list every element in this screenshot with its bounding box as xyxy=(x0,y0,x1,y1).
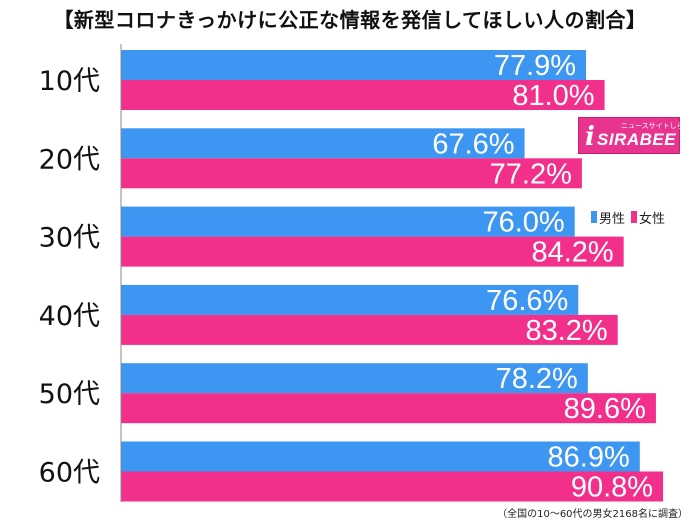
logo-brand: SIRABEE xyxy=(597,130,677,149)
bar-female xyxy=(121,158,582,189)
bar-male xyxy=(121,441,640,472)
bar-female xyxy=(121,314,618,345)
category-label: 10代 xyxy=(39,66,100,97)
category-label: 20代 xyxy=(39,144,100,175)
value-label: 89.6% xyxy=(564,393,646,425)
legend-male-label: 男性 xyxy=(599,211,626,227)
bar-female xyxy=(121,80,605,110)
logo-tagline: ニュースサイトしらべぇ xyxy=(621,122,698,130)
legend: 男性 女性 xyxy=(586,204,680,230)
bar-female xyxy=(121,236,624,267)
value-label: 67.6% xyxy=(432,128,514,160)
value-label: 76.6% xyxy=(486,285,568,317)
sirabee-logo: ニュースサイトしらべぇ i SIRABEE xyxy=(578,117,698,154)
footnote: （全国の10〜60代の男女2168名に調査） xyxy=(497,509,688,520)
bar-male xyxy=(121,50,587,80)
bar-male xyxy=(121,363,588,394)
bar-male xyxy=(121,284,579,315)
legend-female-label: 女性 xyxy=(639,211,666,227)
bar-female xyxy=(121,393,656,424)
category-label: 60代 xyxy=(39,458,100,489)
bar-female xyxy=(121,471,664,502)
category-label: 30代 xyxy=(39,223,100,254)
bar-male xyxy=(121,128,525,159)
value-label: 90.8% xyxy=(571,472,653,504)
legend-male-swatch xyxy=(591,211,597,223)
legend-female-swatch xyxy=(631,211,638,223)
value-label: 78.2% xyxy=(496,363,578,395)
value-label: 77.9% xyxy=(494,50,576,82)
bar-male xyxy=(121,206,575,237)
category-label: 50代 xyxy=(39,379,100,410)
value-label: 84.2% xyxy=(531,237,613,269)
value-label: 77.2% xyxy=(490,158,572,190)
category-label: 40代 xyxy=(39,301,100,332)
value-label: 76.0% xyxy=(482,207,564,239)
value-label: 86.9% xyxy=(548,442,630,474)
chart-title: 【新型コロナきっかけに公正な情報を発信してほしい人の割合】 xyxy=(53,8,647,32)
value-label: 83.2% xyxy=(525,315,607,347)
value-label: 81.0% xyxy=(512,80,594,112)
logo-i-mark: i xyxy=(585,122,595,152)
